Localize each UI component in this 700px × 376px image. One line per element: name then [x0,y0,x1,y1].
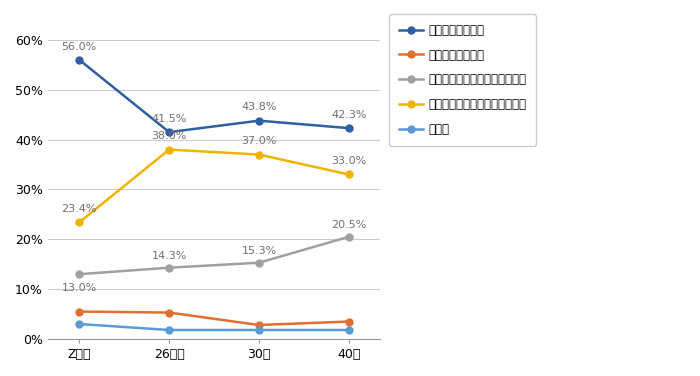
マンション・集合住宅（購入） [255,261,263,265]
Line: 一戸建て（購入）: 一戸建て（購入） [76,56,352,136]
マンション・集合住宅（賃貸） [344,172,353,177]
その他 [165,328,174,332]
一戸建て（賃貸） [75,309,83,314]
Text: 41.5%: 41.5% [151,114,187,124]
マンション・集合住宅（賃貸） [255,152,263,157]
Text: 56.0%: 56.0% [62,41,97,52]
一戸建て（購入） [344,126,353,130]
一戸建て（賃貸） [165,310,174,315]
Text: 15.3%: 15.3% [241,246,276,256]
Text: 14.3%: 14.3% [151,251,187,261]
Line: 一戸建て（賃貸）: 一戸建て（賃貸） [76,308,352,329]
Text: 13.0%: 13.0% [62,282,97,293]
Text: 43.8%: 43.8% [241,102,276,112]
Line: マンション・集合住宅（賃貸）: マンション・集合住宅（賃貸） [76,146,352,226]
マンション・集合住宅（購入） [75,272,83,276]
一戸建て（賃貸） [344,319,353,324]
マンション・集合住宅（賃貸） [75,220,83,224]
その他 [75,322,83,326]
その他 [344,328,353,332]
Text: 23.4%: 23.4% [62,204,97,214]
Line: その他: その他 [76,321,352,334]
Text: 38.0%: 38.0% [151,131,187,141]
Text: 42.3%: 42.3% [331,110,367,120]
一戸建て（購入） [75,58,83,62]
マンション・集合住宅（購入） [344,235,353,239]
マンション・集合住宅（賃貸） [165,147,174,152]
Line: マンション・集合住宅（購入）: マンション・集合住宅（購入） [76,233,352,277]
マンション・集合住宅（購入） [165,265,174,270]
Text: 37.0%: 37.0% [241,136,276,146]
その他 [255,328,263,332]
一戸建て（購入） [165,130,174,134]
一戸建て（賃貸） [255,323,263,327]
Text: 20.5%: 20.5% [331,220,367,230]
一戸建て（購入） [255,118,263,123]
Text: 33.0%: 33.0% [331,156,367,166]
Legend: 一戸建て（購入）, 一戸建て（賃貸）, マンション・集合住宅（購入）, マンション・集合住宅（賃貸）, その他: 一戸建て（購入）, 一戸建て（賃貸）, マンション・集合住宅（購入）, マンショ… [389,14,536,146]
